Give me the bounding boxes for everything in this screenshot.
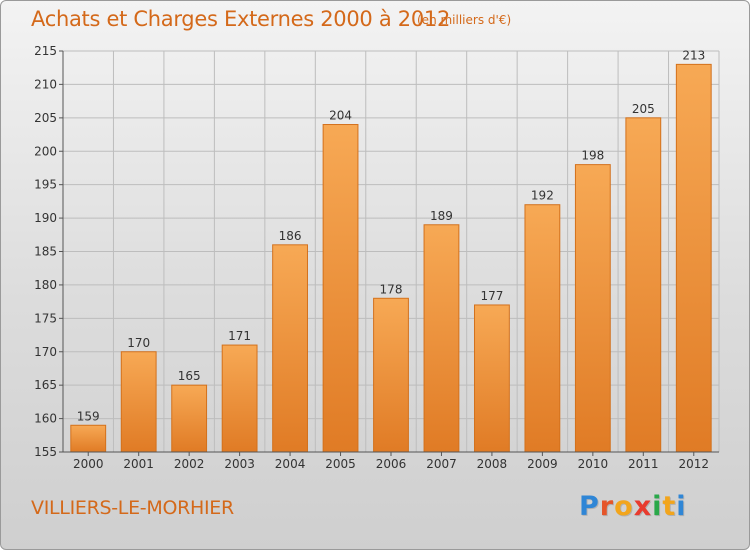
bar-2011 (625, 117, 662, 453)
x-tick-label: 2009 (527, 457, 558, 471)
logo-letter: P (579, 491, 600, 522)
y-tick-label: 190 (34, 211, 57, 225)
bar-2000 (70, 424, 107, 453)
y-tick-label: 195 (34, 178, 57, 192)
x-tick-label: 2010 (578, 457, 609, 471)
logo-letter: o (614, 491, 634, 522)
x-tick-label: 2007 (426, 457, 457, 471)
bar-2002 (171, 384, 208, 453)
bar-2006 (373, 297, 409, 453)
y-tick-label: 185 (34, 245, 57, 259)
chart-title: Achats et Charges Externes 2000 à 2012 (31, 7, 451, 31)
data-label: 170 (127, 336, 150, 350)
y-tick-label: 215 (34, 44, 57, 58)
labels: 155 160 165 170 175 180 185 190 195 200 205 210 215 1… (34, 44, 709, 471)
y-tick-label: 170 (34, 345, 57, 359)
data-label: 159 (77, 409, 100, 423)
y-tick-label: 205 (34, 111, 57, 125)
bar-2008 (474, 304, 510, 453)
x-tick-label: 2004 (275, 457, 306, 471)
bars (70, 63, 712, 453)
data-label: 213 (682, 48, 705, 62)
x-tick-label: 2000 (73, 457, 104, 471)
x-tick-label: 2001 (123, 457, 154, 471)
y-tick-label: 155 (34, 445, 57, 459)
bar-2010 (574, 164, 611, 453)
y-tick-label: 210 (34, 77, 57, 91)
x-tick-label: 2008 (477, 457, 508, 471)
x-tick-label: 2002 (174, 457, 205, 471)
bar-2007 (423, 224, 460, 453)
data-label: 205 (632, 102, 655, 116)
x-tick-label: 2005 (325, 457, 356, 471)
y-tick-label: 180 (34, 278, 57, 292)
data-label: 192 (531, 189, 554, 203)
x-tick-label: 2003 (224, 457, 255, 471)
data-label: 189 (430, 209, 453, 223)
y-tick-label: 165 (34, 378, 57, 392)
bar-2009 (524, 204, 561, 453)
bar-2003 (221, 344, 258, 453)
bar-2001 (120, 351, 157, 453)
logo-letter: r (599, 491, 615, 522)
logo-letter: t (662, 491, 677, 522)
y-tick-label: 175 (34, 311, 57, 325)
x-tick-label: 2006 (376, 457, 407, 471)
bar-2005 (322, 124, 359, 453)
y-tick-label: 160 (34, 412, 57, 426)
logo-letter: i (652, 491, 663, 522)
data-label: 177 (480, 289, 503, 303)
data-label: 186 (279, 229, 302, 243)
data-label: 165 (178, 369, 201, 383)
x-tick-label: 2011 (628, 457, 659, 471)
x-tick-label: 2012 (678, 457, 709, 471)
proxiti-logo: Proxiti (579, 491, 687, 522)
commune-name: VILLIERS-LE-MORHIER (31, 497, 234, 519)
bar-2004 (272, 244, 308, 453)
chart-subtitle: (en milliers d'€) (417, 13, 512, 27)
bar-2012 (675, 63, 712, 453)
data-label: 204 (329, 109, 352, 123)
data-label: 178 (380, 282, 403, 296)
axes (59, 50, 719, 456)
y-tick-label: 200 (34, 144, 57, 158)
data-label: 171 (228, 329, 251, 343)
logo-letter: x (633, 491, 653, 522)
logo-letter: i (676, 491, 687, 522)
data-label: 198 (581, 149, 604, 163)
